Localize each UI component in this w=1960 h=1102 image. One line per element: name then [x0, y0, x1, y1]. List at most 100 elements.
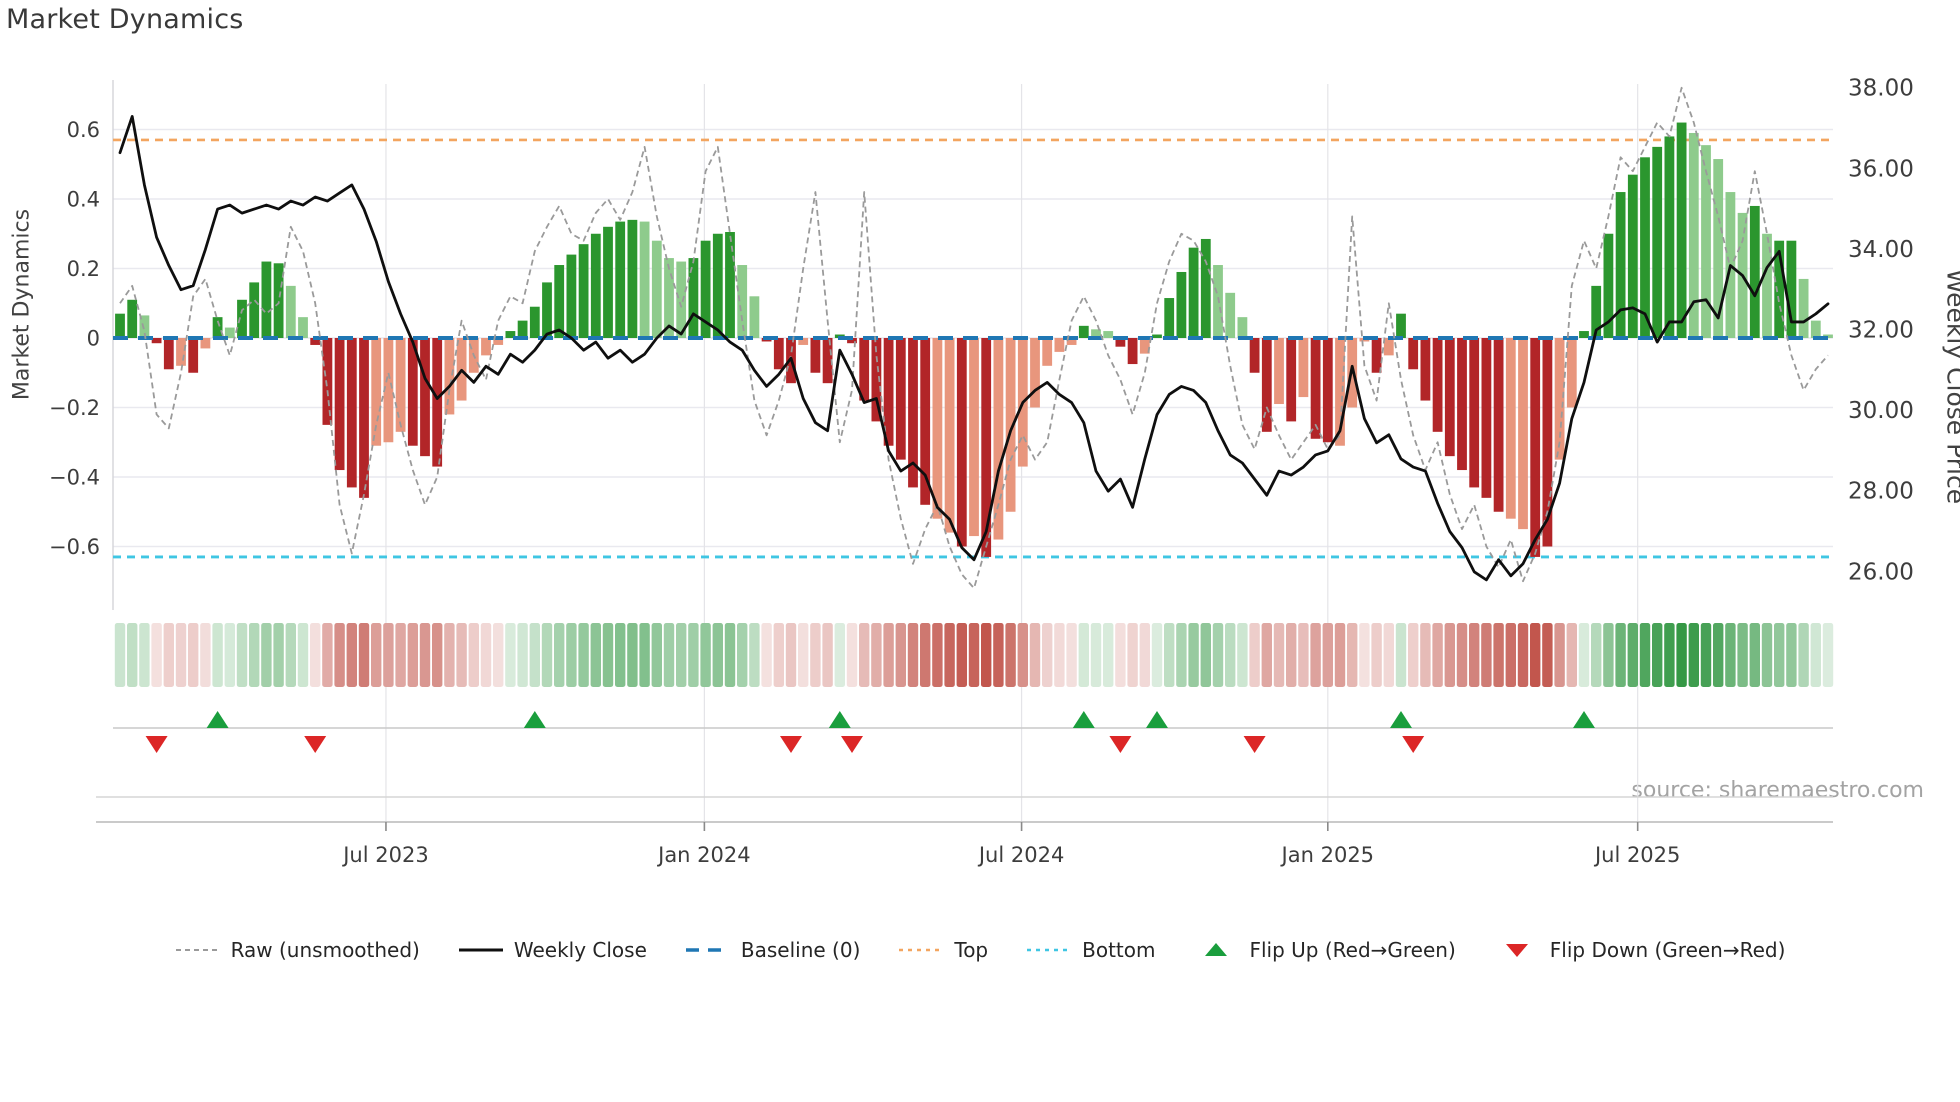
- heatmap-cell: [1066, 623, 1077, 687]
- oscillator-bar: [493, 338, 504, 345]
- oscillator-bar: [1627, 174, 1638, 338]
- oscillator-bar: [1518, 338, 1528, 530]
- heatmap-cell: [1737, 623, 1748, 687]
- oscillator-bar: [163, 338, 174, 370]
- flip-up-icon: [523, 711, 546, 728]
- heatmap-cell: [322, 623, 333, 687]
- heatmap-cell: [1151, 623, 1163, 687]
- oscillator-bar: [1554, 338, 1565, 460]
- heatmap-cell: [1090, 623, 1102, 687]
- oscillator-bar: [261, 261, 272, 338]
- heatmap-cell: [444, 623, 455, 687]
- legend-item: Baseline (0): [685, 938, 860, 962]
- oscillator-bar: [1774, 240, 1785, 338]
- oscillator-bar: [346, 338, 357, 488]
- legend-item-label: Baseline (0): [740, 938, 861, 962]
- flip-up-icon: [206, 711, 229, 728]
- heatmap-cell: [1554, 623, 1565, 687]
- heatmap-cell: [1713, 623, 1724, 687]
- oscillator-bar: [115, 313, 125, 338]
- oscillator-bar: [1127, 338, 1138, 365]
- oscillator-bar: [505, 331, 516, 338]
- heatmap-cell: [1542, 623, 1553, 687]
- oscillator-bar: [1005, 338, 1016, 512]
- legend-item-label: Top: [954, 938, 989, 962]
- x-tick-label: Jul 2025: [1593, 843, 1680, 867]
- legend-item: Top: [898, 938, 988, 962]
- heatmap-cell: [1652, 623, 1663, 687]
- oscillator-bar: [1615, 192, 1626, 338]
- heatmap-cell: [273, 623, 284, 687]
- oscillator-bar: [1493, 338, 1504, 512]
- heatmap-cell: [1005, 623, 1016, 687]
- heatmap-cell: [993, 623, 1004, 687]
- oscillator-bar: [932, 338, 943, 519]
- heatmap-cell: [895, 623, 906, 687]
- heatmap-cell: [1444, 623, 1455, 687]
- oscillator-bar: [1810, 320, 1821, 338]
- oscillator-bar: [1713, 159, 1724, 338]
- oscillator-bar: [639, 221, 650, 338]
- heatmap-cell: [1017, 623, 1028, 687]
- oscillator-bar: [249, 282, 260, 338]
- flip-down-icon: [1402, 736, 1425, 753]
- oscillator-bar: [798, 338, 809, 345]
- flip-down-icon: [1505, 944, 1528, 957]
- heatmap-cell: [200, 623, 211, 687]
- oscillator-bar: [1249, 338, 1260, 373]
- heatmap-cell: [1822, 623, 1834, 687]
- heatmap-cell: [700, 623, 711, 687]
- heatmap-cell: [846, 623, 858, 687]
- heatmap-cell: [1408, 623, 1419, 687]
- oscillator-bar: [1139, 338, 1150, 354]
- heatmap-cell: [1042, 623, 1053, 687]
- heatmap-cell: [1225, 623, 1236, 687]
- y-left-tick-label: −0.4: [49, 466, 100, 490]
- oscillator-bar: [554, 265, 565, 338]
- heatmap-cell: [1774, 623, 1785, 687]
- heatmap-cell: [920, 623, 931, 687]
- flip-up-icon: [1072, 711, 1095, 728]
- oscillator-bar: [224, 327, 235, 338]
- oscillator-bar: [1200, 238, 1211, 338]
- oscillator-bar: [517, 320, 528, 338]
- heatmap-cell: [1310, 623, 1321, 687]
- oscillator-bar: [1688, 132, 1699, 338]
- x-tick-label: Jul 2024: [977, 843, 1064, 867]
- y-right-tick-label: 34.00: [1848, 237, 1914, 263]
- oscillator-bar: [664, 258, 674, 338]
- oscillator-bar: [1457, 338, 1467, 471]
- heatmap-cell: [1273, 623, 1285, 687]
- heatmap-cell: [310, 623, 321, 687]
- legend-item: Weekly Close: [458, 938, 647, 962]
- oscillator-bar: [920, 338, 931, 505]
- heatmap-cell: [188, 623, 199, 687]
- heatmap-cell: [1200, 623, 1211, 687]
- heatmap-cell: [1212, 623, 1224, 687]
- oscillator-bar: [1762, 233, 1772, 338]
- heatmap-cell: [712, 623, 723, 687]
- heatmap-cell: [883, 623, 894, 687]
- oscillator-bar: [1749, 205, 1760, 338]
- oscillator-bar: [981, 338, 992, 557]
- legend-item: Flip Down (Green→Red): [1494, 938, 1785, 962]
- flip-up-icon: [1390, 711, 1412, 728]
- oscillator-bar: [822, 338, 833, 384]
- heatmap-cell: [639, 623, 650, 687]
- heatmap-cell: [1798, 623, 1809, 687]
- heatmap-cell: [1700, 623, 1712, 687]
- chart-legend: Raw (unsmoothed) Weekly Close Baseline (0)…: [0, 938, 1960, 962]
- heatmap-cell: [1261, 623, 1272, 687]
- oscillator-bar: [566, 254, 577, 338]
- oscillator-bar: [773, 338, 784, 370]
- oscillator-bar: [1542, 338, 1553, 547]
- oscillator-bar: [627, 219, 638, 338]
- oscillator-bar: [432, 338, 443, 467]
- heatmap-cell: [676, 623, 687, 687]
- heatmap-cell: [249, 623, 260, 687]
- oscillator-bar: [1091, 329, 1101, 338]
- oscillator-bar: [1505, 338, 1516, 519]
- oscillator-bar: [1261, 338, 1272, 432]
- heatmap-cell: [602, 623, 614, 687]
- heatmap-cell: [1420, 623, 1431, 687]
